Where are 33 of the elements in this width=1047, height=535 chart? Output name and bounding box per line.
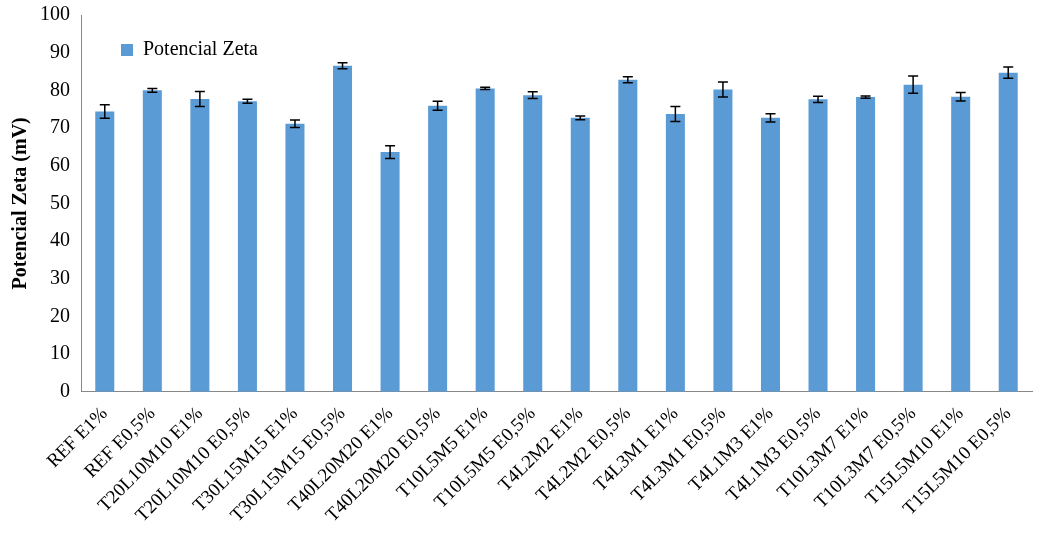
bar (808, 99, 828, 392)
bar (618, 79, 638, 392)
y-tick-label: 70 (50, 115, 70, 138)
bar (142, 90, 162, 392)
bar (237, 101, 257, 392)
y-tick-label: 30 (50, 265, 70, 288)
bar (903, 84, 923, 392)
bar (665, 114, 685, 392)
bar (951, 96, 971, 392)
y-tick-label: 40 (50, 228, 70, 251)
bar (333, 65, 353, 392)
y-tick-label: 90 (50, 39, 70, 62)
bar (475, 88, 495, 392)
y-tick-label: 50 (50, 190, 70, 213)
bar (856, 97, 876, 392)
y-tick-label: 60 (50, 152, 70, 175)
y-tick-label: 100 (40, 2, 70, 25)
y-tick-label: 10 (50, 341, 70, 364)
bar (428, 105, 448, 392)
bar (190, 99, 210, 392)
bar (95, 111, 115, 392)
bar (998, 72, 1018, 392)
legend-label: Potencial Zeta (143, 37, 259, 60)
bar (285, 123, 305, 392)
bar (570, 117, 590, 392)
y-tick-label: 0 (60, 378, 70, 401)
bar (760, 117, 780, 392)
y-tick-label: 20 (50, 303, 70, 326)
bar (380, 152, 400, 392)
bar (713, 89, 733, 392)
y-tick-label: 80 (50, 77, 70, 100)
y-axis-title: Potencial Zeta (mV) (8, 117, 32, 290)
bar (523, 95, 543, 392)
